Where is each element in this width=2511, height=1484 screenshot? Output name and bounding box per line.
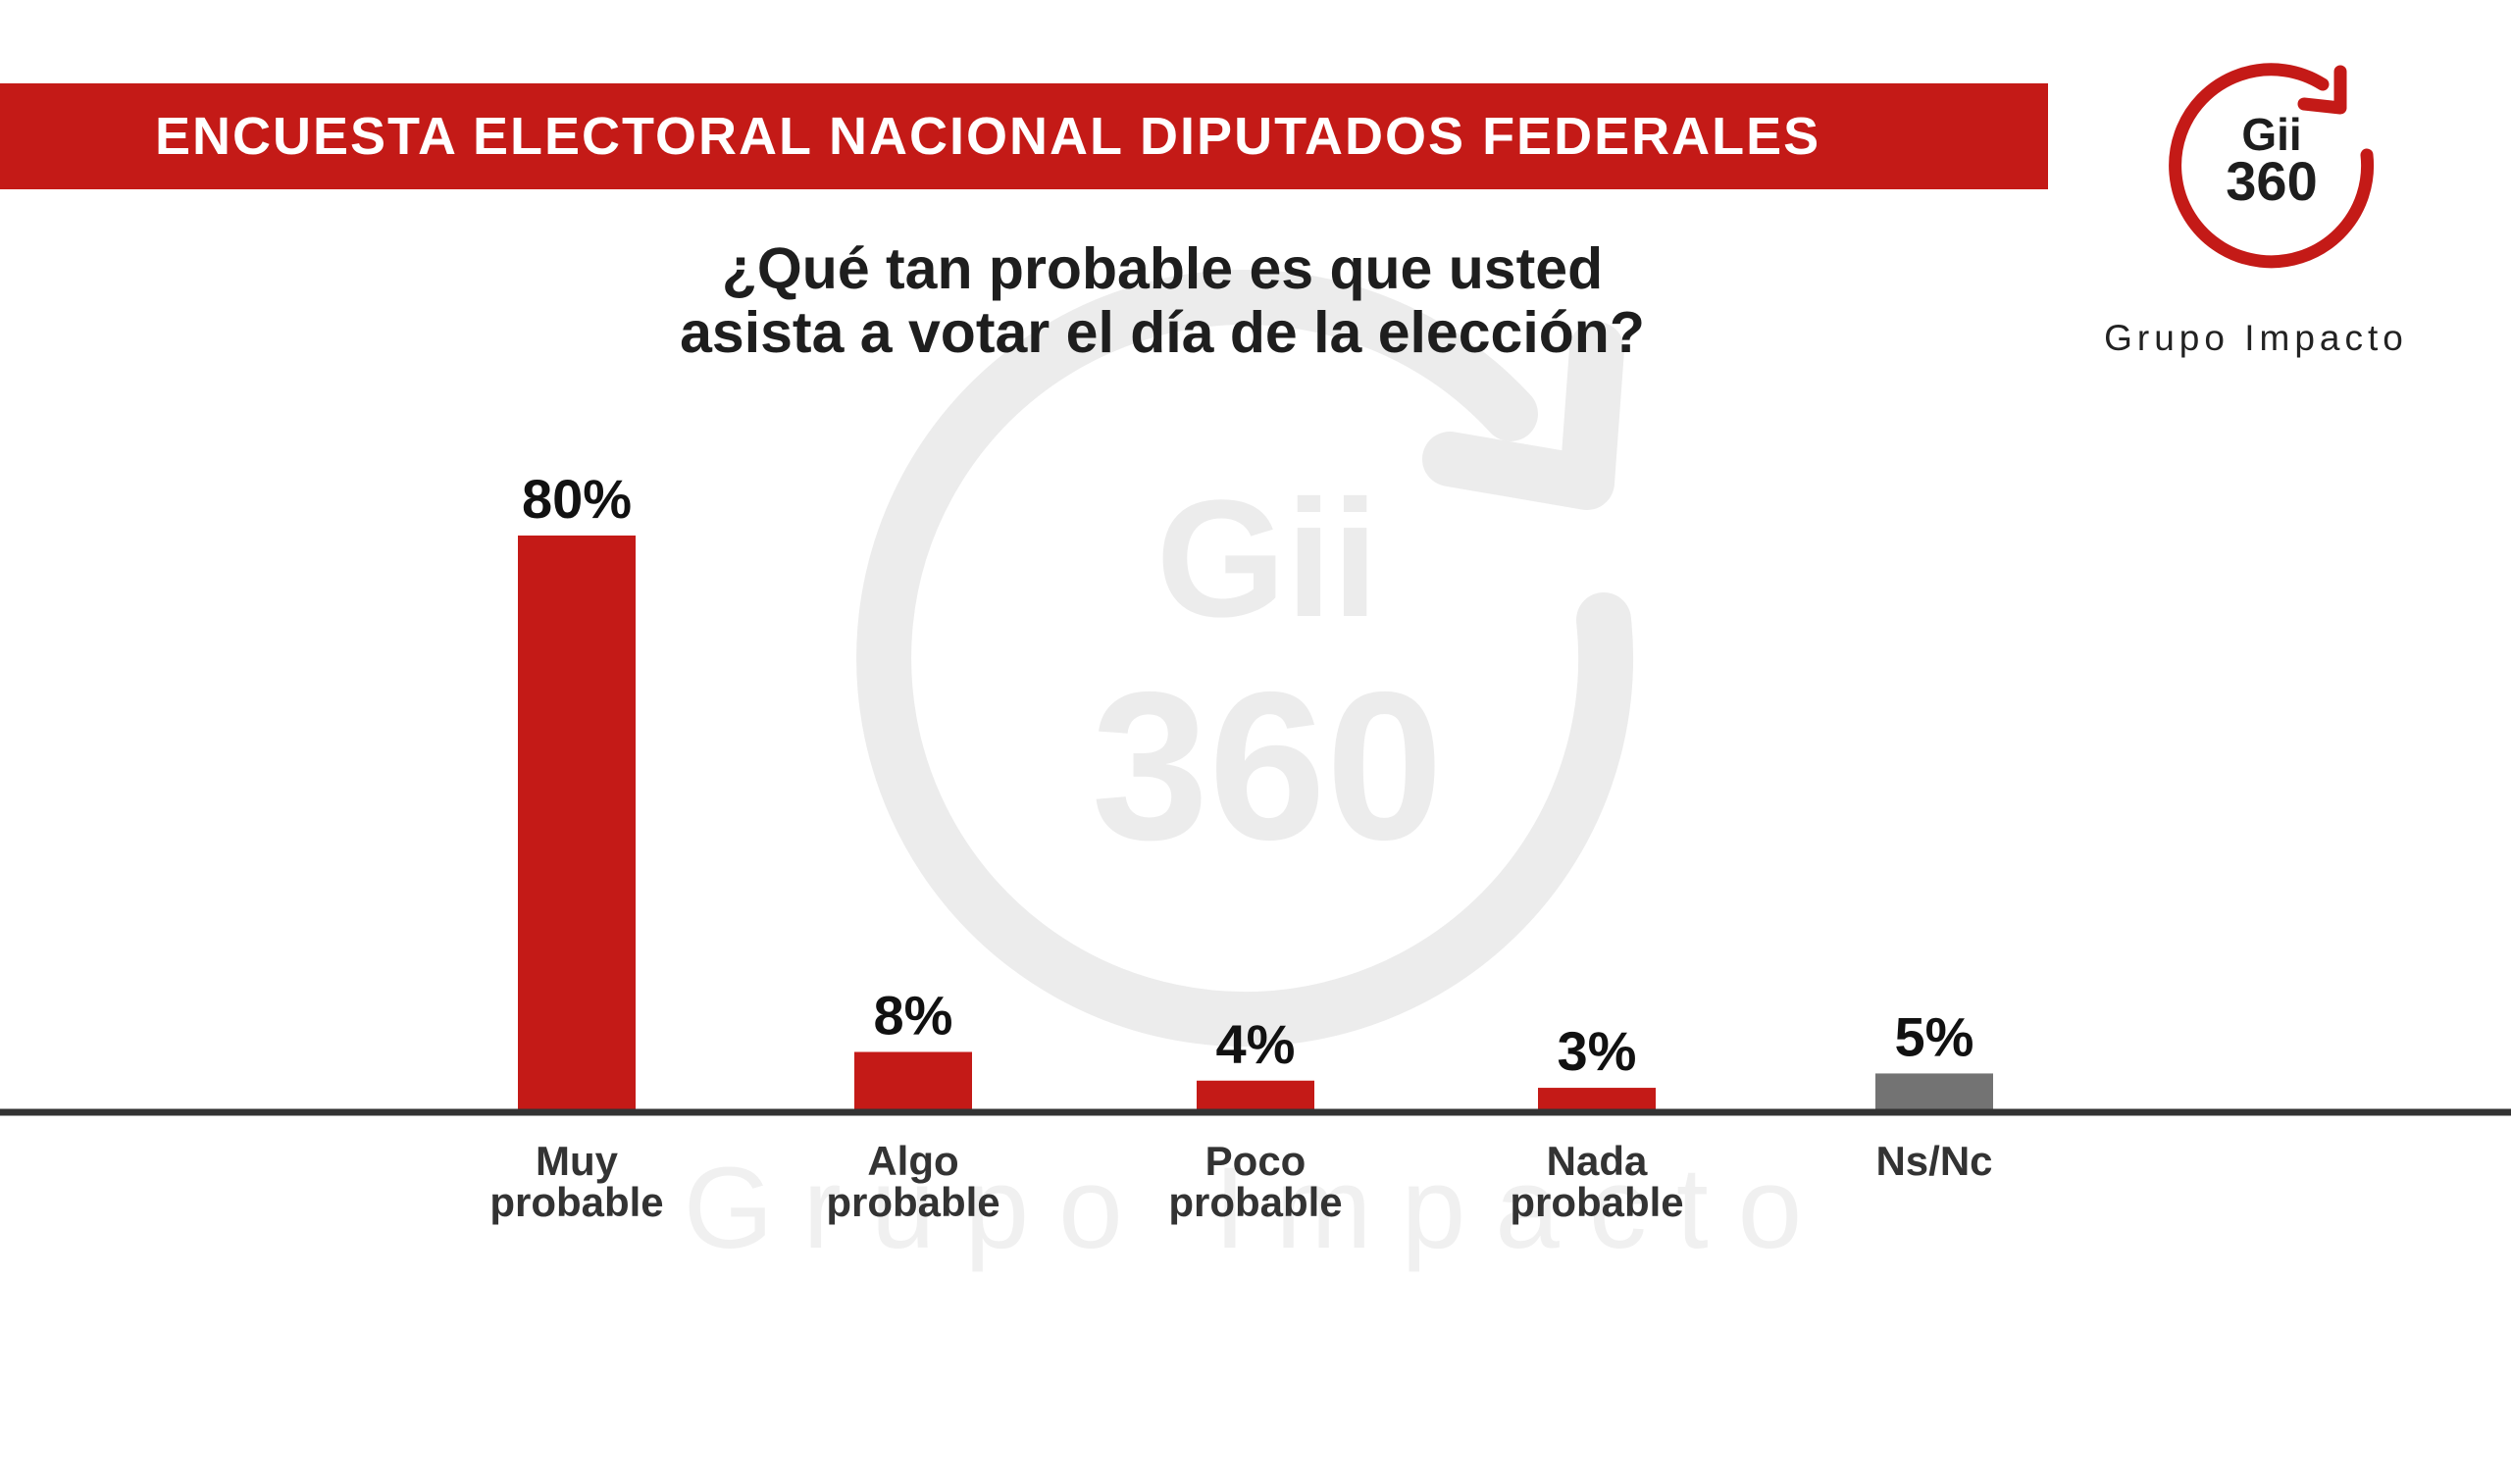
banner-title: ENCUESTA ELECTORAL NACIONAL DIPUTADOS FE… [155,107,1821,166]
data-label-4: 5% [1895,1005,1974,1067]
category-label-0-line-0: Muy [536,1138,619,1184]
bar-1 [854,1051,972,1109]
category-label-1-line-0: Algo [867,1138,958,1184]
bar-2 [1197,1080,1314,1109]
logo-mark: Gii 360 [2169,63,2375,269]
logo-arrow-icon [2297,65,2347,115]
gii360-logo: Gii 360 Grupo Impacto [2050,49,2462,358]
watermark-ring [856,270,1634,1047]
category-label-3-line-1: probable [1510,1179,1683,1225]
logo-ring [2169,63,2375,269]
category-label-3-line-0: Nada [1547,1138,1648,1184]
data-label-1: 8% [874,985,953,1047]
watermark-360: 360 [1092,647,1444,884]
category-label-1-line-1: probable [826,1179,999,1225]
bar-0 [518,536,636,1109]
data-label-2: 4% [1216,1013,1296,1075]
watermark-name: Grupo Impacto [684,1144,1831,1273]
category-label-4-line-0: Ns/Nc [1875,1138,1992,1184]
question-line-2: asista a votar el día de la elección? [680,300,1645,365]
watermark-gii: Gii [1156,466,1379,652]
category-label-2-line-1: probable [1168,1179,1342,1225]
bar-3 [1538,1088,1656,1109]
bar-4 [1875,1073,1993,1109]
header-banner: ENCUESTA ELECTORAL NACIONAL DIPUTADOS FE… [0,83,2048,189]
category-label-2-line-0: Poco [1205,1138,1307,1184]
category-label-0-line-1: probable [489,1179,663,1225]
data-label-3: 3% [1558,1020,1637,1082]
watermark-arrowhead [1422,322,1624,510]
data-label-0: 80% [522,468,632,530]
logo-company-name: Grupo Impacto [2104,318,2408,358]
chart-question: ¿Qué tan probable es que usted asista a … [490,237,1834,365]
logo-360: 360 [2226,150,2317,212]
question-line-1: ¿Qué tan probable es que usted [721,236,1604,301]
logo-gii: Gii [2241,109,2301,160]
